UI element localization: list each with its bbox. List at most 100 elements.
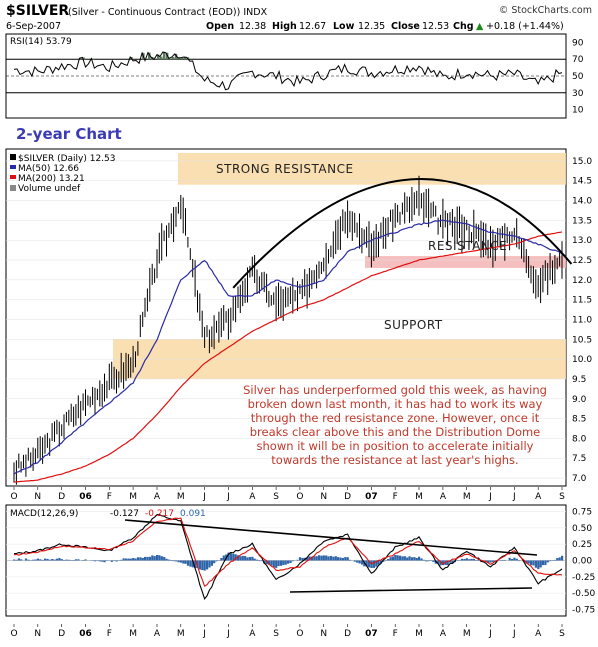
chart-period-label: 2-year Chart <box>16 125 122 143</box>
macd-signal-value: -0.217 <box>145 509 174 519</box>
high-label: High <box>272 21 297 32</box>
macd-hist-bar <box>420 558 423 561</box>
macd-hist-bar <box>341 558 344 561</box>
macd-hist-bar <box>322 555 325 561</box>
macd-legend: MACD(12,26,9) -0.127 -0.217 0.091 <box>10 509 206 519</box>
x-tick-label: N <box>320 629 327 639</box>
macd-hist-bar <box>491 560 495 562</box>
macd-lower-trendline <box>289 587 533 593</box>
x-tick-label: A <box>154 629 161 639</box>
macd-hist-bar <box>220 558 223 561</box>
macd-hist-bar <box>177 560 180 563</box>
x-tick-label: S <box>559 629 565 639</box>
macd-hist-bar <box>229 553 232 561</box>
macd-hist-bar <box>339 557 342 561</box>
x-tick-label: A <box>154 492 161 502</box>
macd-hist-bar <box>475 560 478 561</box>
x-tick-label: J <box>202 492 206 502</box>
price-tick-label: 12.0 <box>572 276 592 286</box>
price-tick-label: 13.5 <box>572 216 592 226</box>
macd-hist-bar <box>313 556 316 561</box>
legend-volume: Volume undef <box>18 184 81 194</box>
x-tick-label: M <box>177 629 185 639</box>
macd-hist-bar <box>320 555 323 561</box>
macd-x-axis: O N D 06 F M A M J J A S O N D 07 F M A M J J A S <box>10 624 565 639</box>
macd-hist-bar <box>315 556 318 561</box>
x-tick-label: A <box>249 492 256 502</box>
macd-hist-bar <box>460 558 464 561</box>
macd-hist-bar <box>153 556 156 561</box>
macd-hist-bar <box>101 560 104 562</box>
macd-axis: 0.75 0.50 0.25 0.00 -0.25 -0.50 -0.75 <box>572 508 596 616</box>
macd-hist-bar <box>44 558 47 561</box>
macd-hist-bar <box>503 559 506 561</box>
macd-hist-bar <box>196 560 199 568</box>
macd-legend-value: -0.127 <box>110 509 139 519</box>
macd-hist-bar <box>182 560 185 564</box>
x-tick-label: 06 <box>79 492 92 502</box>
macd-hist-bar <box>146 556 149 561</box>
macd-hist-bar <box>208 560 211 568</box>
macd-hist-bar <box>32 559 35 561</box>
macd-hist-bar <box>382 560 385 562</box>
comment-line-3: through the red resistance zone. However… <box>251 411 540 425</box>
x-tick-label: 07 <box>365 629 378 639</box>
macd-hist-bar <box>406 557 409 561</box>
macd-hist-bar <box>20 559 23 561</box>
legend-swatch-price <box>10 154 16 160</box>
macd-hist-bar <box>165 558 168 561</box>
x-tick-label: F <box>393 492 398 502</box>
macd-hist-bar <box>301 557 304 561</box>
macd-hist-bar <box>337 557 340 561</box>
rsi-overbought-fill <box>79 52 190 60</box>
ma50-line <box>13 219 563 475</box>
price-tick-label: 11.0 <box>572 315 592 325</box>
macd-hist-bar <box>332 556 335 561</box>
change-value: +0.18 (+1.44%) <box>486 21 564 32</box>
macd-hist-bar <box>251 556 254 561</box>
macd-hist-bar <box>158 555 161 561</box>
zone-band <box>365 256 566 268</box>
x-tick-label: S <box>559 492 565 502</box>
macd-hist-bar <box>13 559 16 561</box>
macd-hist-bar <box>210 560 213 566</box>
macd-upper-trendline <box>124 519 538 556</box>
price-grid <box>6 160 566 479</box>
symbol-description: (Silver - Continuous Contract (EOD)) IND… <box>68 7 268 18</box>
macd-hist-bar <box>379 560 383 564</box>
macd-hist-bar <box>470 558 473 561</box>
macd-hist-bar <box>34 559 37 561</box>
macd-hist-bar <box>306 557 309 561</box>
price-tick-label: 9.5 <box>572 375 586 385</box>
macd-legend-label: MACD(12,26,9) <box>10 509 78 519</box>
price-tick-label: 13.0 <box>572 236 592 246</box>
macd-hist-bar <box>241 555 244 561</box>
symbol-title: $SILVER <box>6 3 69 19</box>
macd-hist-bar <box>41 559 44 561</box>
macd-hist-bar <box>501 559 504 561</box>
x-tick-label: J <box>226 492 230 502</box>
price-tick-label: 7.0 <box>572 474 587 484</box>
price-tick-label: 10.0 <box>572 355 592 365</box>
macd-tick-label: 0.00 <box>572 557 592 567</box>
x-tick-label: J <box>202 629 206 639</box>
price-tick-label: 8.5 <box>572 415 586 425</box>
watermark: © StockCharts.com <box>499 5 592 16</box>
macd-hist-bar <box>74 559 78 561</box>
x-tick-label: O <box>10 629 17 639</box>
macd-hist-bar <box>465 558 468 561</box>
macd-hist-bar <box>244 556 247 561</box>
macd-hist-bar <box>55 558 59 561</box>
comment-line-1: Silver has underperformed gold this week… <box>243 383 547 397</box>
macd-hist-bar <box>530 560 533 566</box>
macd-hist-bar <box>253 558 256 561</box>
macd-hist-bar <box>206 560 209 570</box>
macd-hist-bar <box>284 560 287 565</box>
macd-hist-bar <box>329 556 333 561</box>
open-label: Open <box>206 21 234 32</box>
macd-hist-bar <box>532 560 535 566</box>
x-tick-label: A <box>440 492 447 502</box>
price-tick-label: 15.0 <box>572 157 592 167</box>
macd-hist-bar <box>248 557 252 561</box>
macd-hist-bar <box>232 553 235 561</box>
